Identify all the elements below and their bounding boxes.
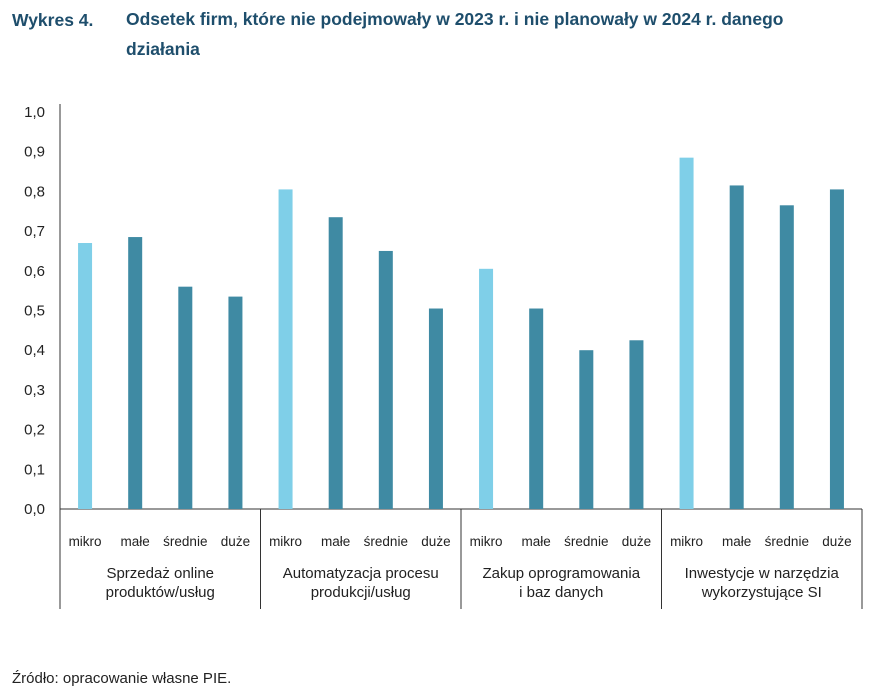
x-tick-label: mikro — [670, 534, 703, 549]
x-tick-label: średnie — [564, 534, 608, 549]
x-tick-label: małe — [121, 534, 150, 549]
bar — [178, 286, 193, 509]
x-tick-label: małe — [321, 534, 350, 549]
group-label: Zakup oprogramowania — [482, 565, 640, 582]
x-tick-label: małe — [722, 534, 751, 549]
group-label: wykorzystujące SI — [701, 584, 822, 601]
x-tick-label: średnie — [765, 534, 809, 549]
x-tick-label: średnie — [163, 534, 207, 549]
group-label: Inwestycje w narzędzia — [685, 565, 840, 582]
y-tick-label: 1,0 — [24, 104, 45, 121]
chart-number: Wykres 4. — [12, 10, 94, 30]
bar — [529, 308, 544, 509]
y-tick-label: 0,6 — [24, 263, 45, 280]
x-tick-label: mikro — [269, 534, 302, 549]
bar-chart: 0,0 0,1 0,2 0,3 0,4 0,5 0,6 0,7 0,8 0,9 1,0 mikro ma… — [24, 104, 863, 609]
bar — [479, 268, 494, 509]
bar — [679, 157, 694, 509]
group-label: produkcji/usług — [311, 584, 411, 601]
bar — [378, 250, 393, 509]
bar — [78, 243, 93, 509]
bar — [729, 185, 744, 509]
y-tick-label: 0,1 — [24, 461, 45, 478]
group-label: Sprzedaż online — [106, 565, 214, 582]
bar — [829, 189, 844, 510]
chart-title-text: Odsetek firm, które nie podejmowały w 20… — [126, 9, 784, 59]
bar — [128, 237, 143, 509]
bar — [328, 217, 343, 509]
x-tick-label: duże — [622, 534, 651, 549]
group-label: i baz danych — [519, 584, 603, 601]
y-tick-label: 0,4 — [24, 342, 45, 359]
source-note: Źródło: opracowanie własne PIE. — [12, 670, 232, 687]
bar — [629, 340, 644, 509]
bar — [428, 308, 443, 509]
group-label: produktów/usług — [106, 584, 215, 601]
bar — [228, 296, 243, 509]
y-tick-label: 0,3 — [24, 382, 45, 399]
bar — [579, 350, 594, 509]
bar — [779, 205, 794, 510]
x-tick-label: mikro — [470, 534, 503, 549]
x-tick-label: duże — [822, 534, 851, 549]
y-tick-label: 0,7 — [24, 223, 45, 240]
y-tick-label: 0,8 — [24, 183, 45, 200]
y-tick-label: 0,5 — [24, 303, 45, 320]
x-tick-label: duże — [421, 534, 450, 549]
x-tick-label: małe — [522, 534, 551, 549]
group-label: Automatyzacja procesu — [283, 565, 439, 582]
y-tick-label: 0,0 — [24, 501, 45, 518]
x-tick-label: duże — [221, 534, 250, 549]
y-tick-label: 0,9 — [24, 144, 45, 161]
bar — [278, 189, 293, 510]
y-tick-label: 0,2 — [24, 422, 45, 439]
x-tick-label: mikro — [69, 534, 102, 549]
x-tick-label: średnie — [364, 534, 408, 549]
